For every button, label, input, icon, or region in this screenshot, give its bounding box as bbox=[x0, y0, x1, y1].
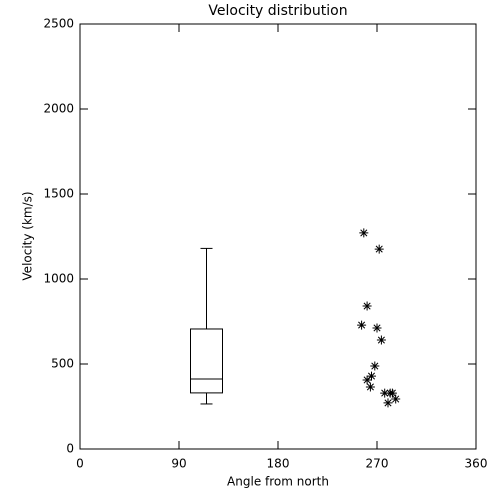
scatter-point bbox=[372, 323, 382, 333]
y-tick-label: 0 bbox=[66, 442, 74, 456]
scatter-point bbox=[357, 320, 367, 330]
scatter-point bbox=[374, 244, 384, 254]
x-tick-label: 0 bbox=[76, 457, 84, 471]
scatter-point bbox=[376, 335, 386, 345]
scatter-point bbox=[362, 375, 372, 385]
scatter-point bbox=[370, 361, 380, 371]
box bbox=[190, 328, 223, 394]
y-tick-label: 1500 bbox=[43, 187, 74, 201]
scatter-point bbox=[380, 388, 390, 398]
scatter-point bbox=[367, 371, 376, 381]
y-axis-label: Velocity (km/s) bbox=[21, 191, 35, 280]
x-tick-label: 90 bbox=[171, 457, 186, 471]
scatter-point bbox=[359, 228, 369, 238]
y-tick-label: 1000 bbox=[43, 272, 74, 286]
scatter-point bbox=[362, 301, 372, 311]
x-tick-label: 360 bbox=[465, 457, 488, 471]
plot-frame bbox=[79, 23, 477, 450]
chart-title: Velocity distribution bbox=[208, 3, 347, 19]
x-axis-label: Angle from north bbox=[227, 475, 329, 489]
y-tick-label: 500 bbox=[51, 357, 74, 371]
scatter-point bbox=[391, 394, 401, 404]
x-tick-label: 180 bbox=[267, 457, 290, 471]
y-tick-label: 2000 bbox=[43, 102, 74, 116]
scatter-point bbox=[383, 398, 393, 408]
scatter-point bbox=[387, 388, 397, 398]
y-tick-label: 2500 bbox=[43, 17, 74, 31]
x-tick-label: 270 bbox=[366, 457, 389, 471]
scatter-point bbox=[365, 382, 375, 392]
